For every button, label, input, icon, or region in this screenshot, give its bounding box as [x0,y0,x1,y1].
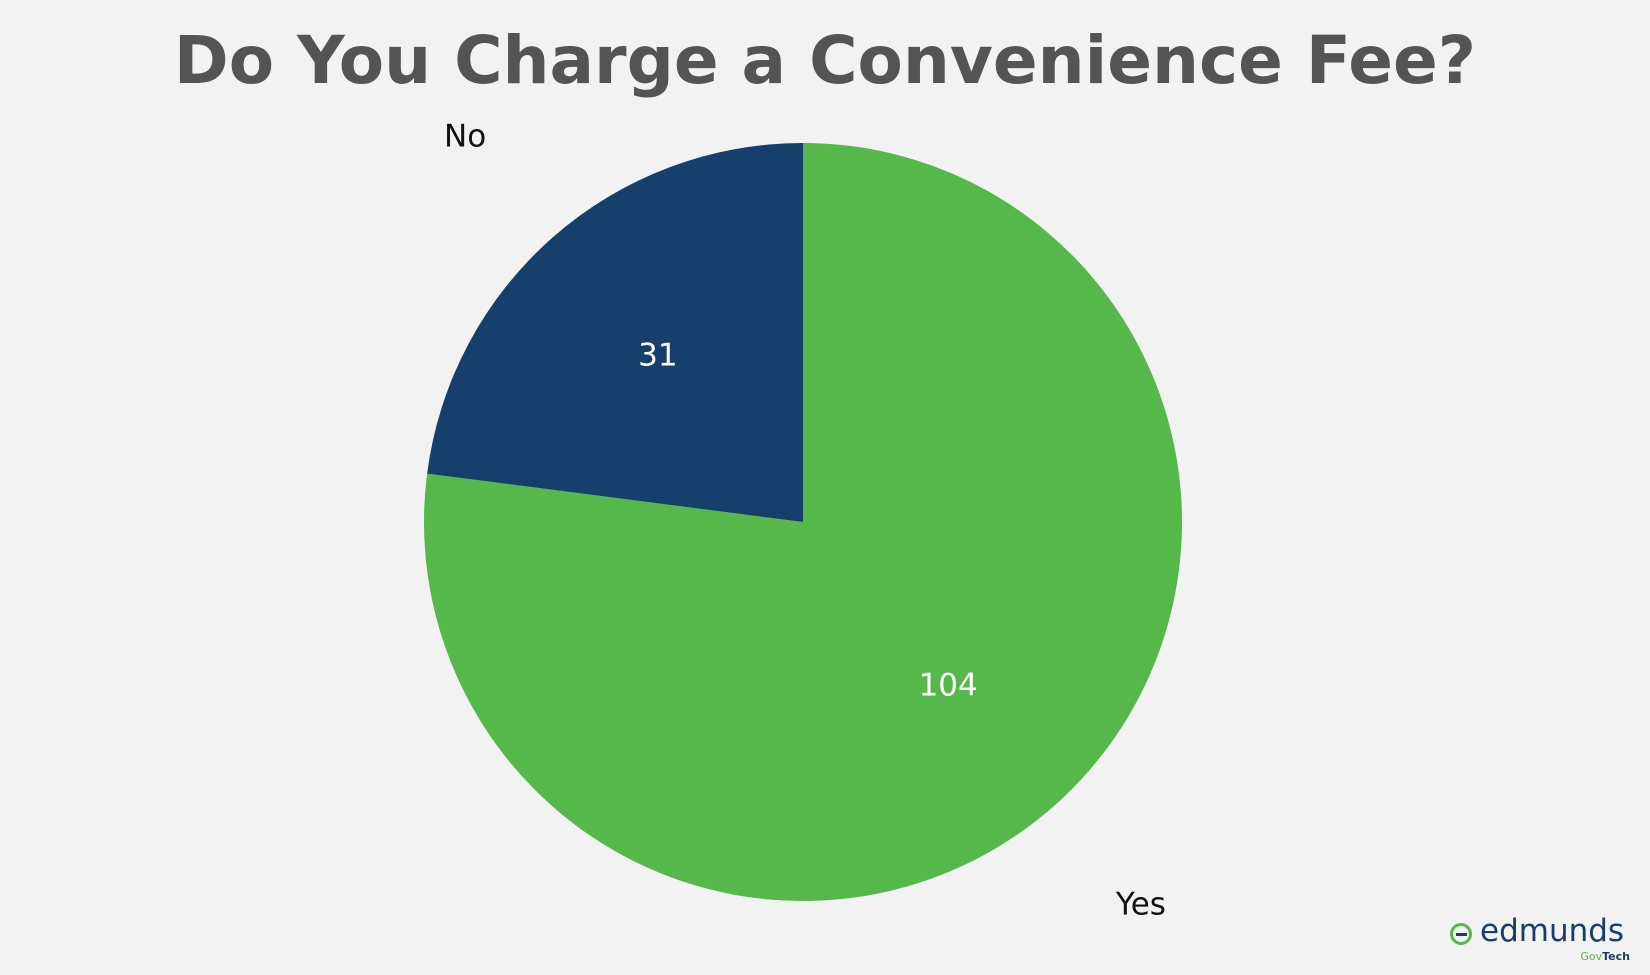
category-label-no: No [444,118,486,154]
pie-slices [424,143,1182,901]
pie-labels: 104 Yes 31 No [444,118,1166,922]
logo-subtitle: GovTech [1580,950,1630,963]
edmunds-e-icon [1450,923,1472,945]
data-label-yes: 104 [919,668,978,704]
category-label-yes: Yes [1115,887,1166,923]
logo-wordmark: edmunds [1480,913,1625,949]
data-label-no: 31 [638,337,677,373]
chart-title: Do You Charge a Convenience Fee? [173,22,1477,99]
pie-slice-no [427,143,803,522]
logo-sub-tech: Tech [1602,950,1630,963]
edmunds-logo: edmunds GovTech [1450,913,1630,965]
logo-sub-gov: Gov [1580,950,1603,963]
